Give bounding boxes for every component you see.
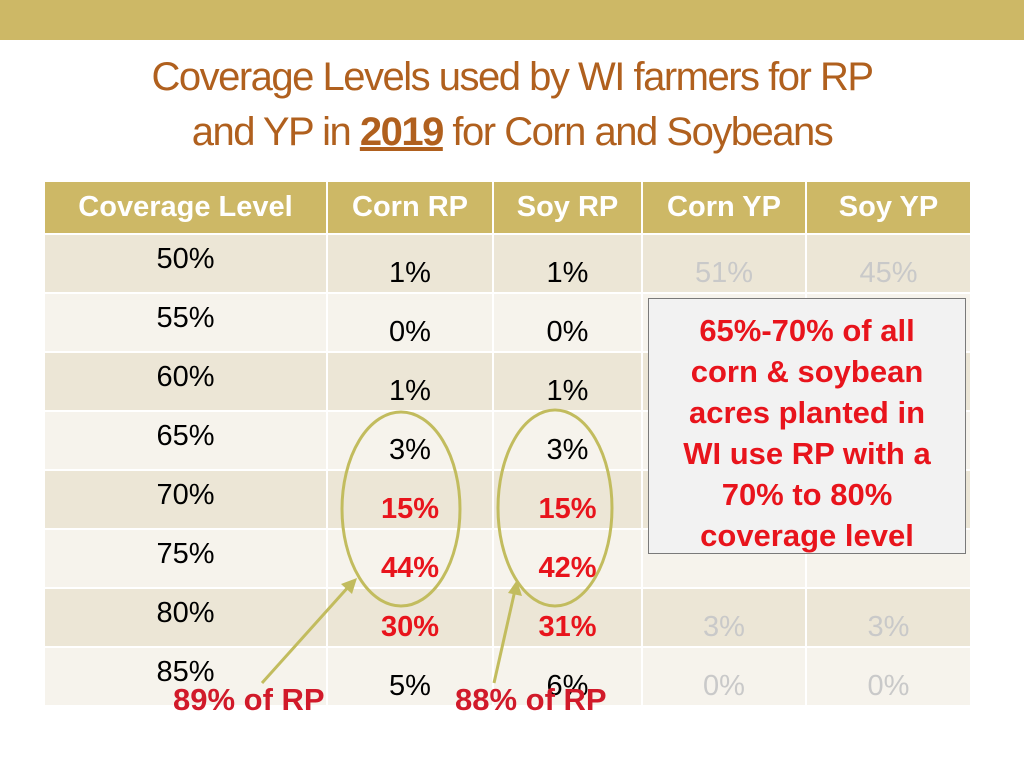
corn-rp-cell: 3% — [326, 410, 494, 471]
corn-yp-cell: 0% — [641, 646, 807, 707]
table-row: 80% 30% 31% 3% 3% — [43, 587, 972, 648]
soy-yp-cell: 3% — [805, 587, 972, 648]
soy-arrow-head — [508, 580, 522, 596]
title-year: 2019 — [359, 110, 444, 154]
coverage-level-cell: 80% — [43, 587, 328, 648]
table-header-row: Coverage Level Corn RP Soy RP Corn YP So… — [43, 180, 972, 235]
corn-rp-cell: 5% — [326, 646, 494, 707]
coverage-level-cell: 60% — [43, 351, 328, 412]
coverage-level-cell: 50% — [43, 233, 328, 294]
corn-rp-cell: 30% — [326, 587, 494, 648]
header-coverage-level: Coverage Level — [43, 180, 328, 235]
corn-arrow-line — [260, 583, 352, 685]
header-soy-yp: Soy YP — [805, 180, 972, 235]
callout-line: 70% to 80% — [721, 477, 893, 512]
coverage-level-cell: 55% — [43, 292, 328, 353]
top-accent-band — [0, 0, 1024, 40]
coverage-level-cell: 85% — [43, 646, 328, 707]
header-soy-rp: Soy RP — [492, 180, 643, 235]
header-corn-yp: Corn YP — [641, 180, 807, 235]
slide-title: Coverage Levels used by WI farmers for R… — [0, 50, 1024, 160]
title-line-2: and YP in 2019 for Corn and Soybeans — [0, 105, 1024, 160]
callout-line: acres planted in — [688, 395, 926, 430]
corn-yp-cell: 51% — [641, 233, 807, 294]
soy-rp-share-label: 88% of RP — [455, 682, 607, 717]
coverage-level-cell: 65% — [43, 410, 328, 471]
title-line-1: Coverage Levels used by WI farmers for R… — [151, 55, 874, 99]
soy-arrow-line — [492, 589, 517, 684]
callout-line: 65%-70% of all — [699, 313, 915, 348]
summary-callout-box: 65%-70% of all corn & soybean acres plan… — [648, 298, 966, 554]
soy-rp-highlight-ellipse — [496, 408, 614, 608]
header-corn-rp: Corn RP — [326, 180, 494, 235]
title-line-2-prefix: and YP in — [191, 110, 360, 154]
callout-line: coverage level — [700, 518, 914, 553]
coverage-level-cell: 70% — [43, 469, 328, 530]
table-row: 50% 1% 1% 51% 45% — [43, 233, 972, 294]
soy-yp-cell: 45% — [805, 233, 972, 294]
corn-rp-cell: 0% — [326, 292, 494, 353]
soy-rp-cell: 1% — [492, 351, 643, 412]
soy-rp-cell: 1% — [492, 233, 643, 294]
soy-rp-cell: 3% — [492, 410, 643, 471]
corn-rp-cell: 15% — [326, 469, 494, 530]
corn-rp-cell: 1% — [326, 233, 494, 294]
coverage-level-cell: 75% — [43, 528, 328, 589]
corn-arrow-head — [341, 578, 357, 594]
table-row: 85% 5% 6% 0% 0% — [43, 646, 972, 707]
callout-line: WI use RP with a — [683, 436, 931, 471]
corn-rp-cell: 44% — [326, 528, 494, 589]
soy-rp-cell: 42% — [492, 528, 643, 589]
corn-rp-share-label: 89% of RP — [173, 682, 325, 717]
soy-rp-cell: 31% — [492, 587, 643, 648]
title-line-2-suffix: for Corn and Soybeans — [442, 110, 833, 154]
soy-yp-cell: 0% — [805, 646, 972, 707]
callout-line: corn & soybean — [690, 354, 924, 389]
corn-rp-cell: 1% — [326, 351, 494, 412]
soy-rp-cell: 0% — [492, 292, 643, 353]
corn-yp-cell: 3% — [641, 587, 807, 648]
soy-rp-cell: 15% — [492, 469, 643, 530]
soy-rp-cell: 6% — [492, 646, 643, 707]
corn-rp-highlight-ellipse — [340, 410, 462, 608]
